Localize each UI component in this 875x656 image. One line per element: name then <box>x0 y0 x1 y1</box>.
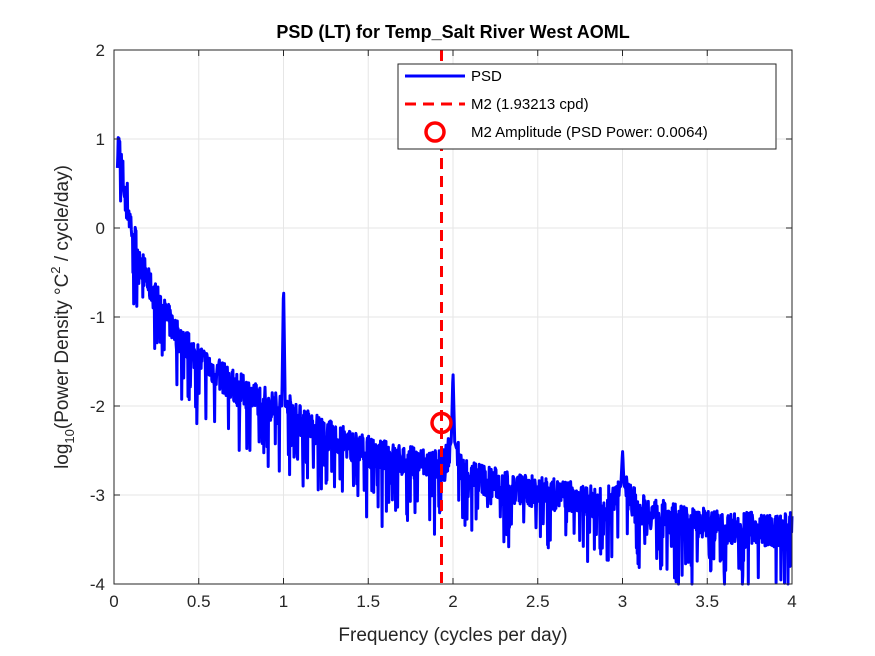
x-tick-label: 2 <box>448 592 457 611</box>
y-tick-label: -3 <box>90 486 105 505</box>
m2-amplitude-marker <box>430 411 453 435</box>
plot-data-layer <box>115 50 794 586</box>
legend-marker-swatch <box>424 121 446 143</box>
x-tick-label: 3 <box>618 592 627 611</box>
x-axis-label: Frequency (cycles per day) <box>338 625 567 646</box>
y-axis-label-prefix: log <box>52 444 73 469</box>
y-axis-label-middle: (Power Density °C <box>52 274 73 429</box>
x-tick-label: 3.5 <box>695 592 719 611</box>
x-tick-label: 1 <box>279 592 288 611</box>
x-tick-label: 1.5 <box>356 592 380 611</box>
y-tick-label: -1 <box>90 308 105 327</box>
legend-box <box>397 63 777 150</box>
legend-m2-label: M2 (1.93213 cpd) <box>471 96 589 113</box>
x-tick-label: 0.5 <box>187 592 211 611</box>
y-axis-label-subscript: 10 <box>62 429 77 443</box>
y-tick-label: 0 <box>96 219 105 238</box>
y-axis-label-suffix: / cycle/day) <box>52 165 73 266</box>
legend: PSD M2 (1.93213 cpd) M2 Amplitude (PSD P… <box>397 63 777 150</box>
y-axis-label-superscript: 2 <box>48 266 63 273</box>
chart-title: PSD (LT) for Temp_Salt River West AOML <box>276 22 629 42</box>
x-tick-label: 0 <box>109 592 118 611</box>
y-axis-label: log10(Power Density °C2 / cycle/day) <box>48 165 77 469</box>
x-tick-label: 2.5 <box>526 592 550 611</box>
y-tick-label: -2 <box>90 397 105 416</box>
axis-tick-labels: 0 0.5 1 1.5 2 2.5 3 3.5 4 -4 -3 -2 -1 0 1 2 <box>90 41 797 611</box>
axis-ticks <box>113 49 793 585</box>
y-tick-label: 1 <box>96 130 105 149</box>
x-tick-label: 4 <box>787 592 796 611</box>
legend-marker-label: M2 Amplitude (PSD Power: 0.0064) <box>471 124 708 141</box>
psd-line <box>115 136 794 586</box>
y-tick-label: -4 <box>90 575 105 594</box>
y-tick-label: 2 <box>96 41 105 60</box>
legend-psd-label: PSD <box>471 68 502 85</box>
